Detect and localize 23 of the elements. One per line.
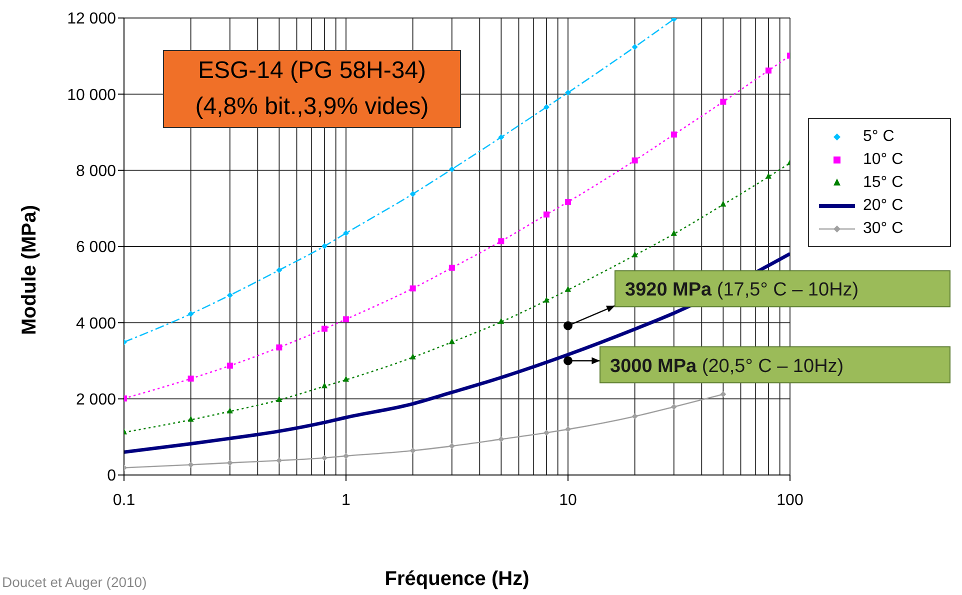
y-tick-label: 4 000 bbox=[76, 315, 116, 332]
legend-label: 30° C bbox=[863, 220, 904, 238]
legend-label: 5° C bbox=[863, 128, 894, 146]
y-tick-label: 12 000 bbox=[67, 10, 116, 28]
y-tick-label: 8 000 bbox=[76, 163, 116, 180]
text: Doucet et Auger (2010) bbox=[2, 574, 147, 590]
y-tick-label: 6 000 bbox=[76, 239, 116, 256]
y-tick-label: 2 000 bbox=[76, 392, 116, 409]
text: (4,8% bit.,3,9% vides) bbox=[194, 92, 430, 122]
legend-label: 10° C bbox=[863, 150, 904, 168]
y-tick-label: 10 000 bbox=[67, 86, 116, 104]
x-tick-label: 10 bbox=[559, 492, 577, 509]
x-tick-label: 100 bbox=[776, 492, 804, 509]
legend-label: 20° C bbox=[863, 196, 904, 214]
x-tick-label: 1 bbox=[342, 492, 351, 509]
legend-label: 15° C bbox=[863, 174, 904, 192]
annotation: 3000 MPa (20,5° C – 10Hz) bbox=[610, 356, 844, 377]
annotation: 3920 MPa (17,5° C – 10Hz) bbox=[625, 280, 859, 301]
x-tick-label: 0.1 bbox=[112, 492, 136, 509]
text: ESG-14 (PG 58H-34) bbox=[196, 56, 428, 86]
y-axis-title: Module (MPa) bbox=[18, 205, 42, 335]
x-axis-title: Fréquence (Hz) bbox=[384, 568, 530, 590]
y-tick-label: 0 bbox=[107, 468, 116, 485]
